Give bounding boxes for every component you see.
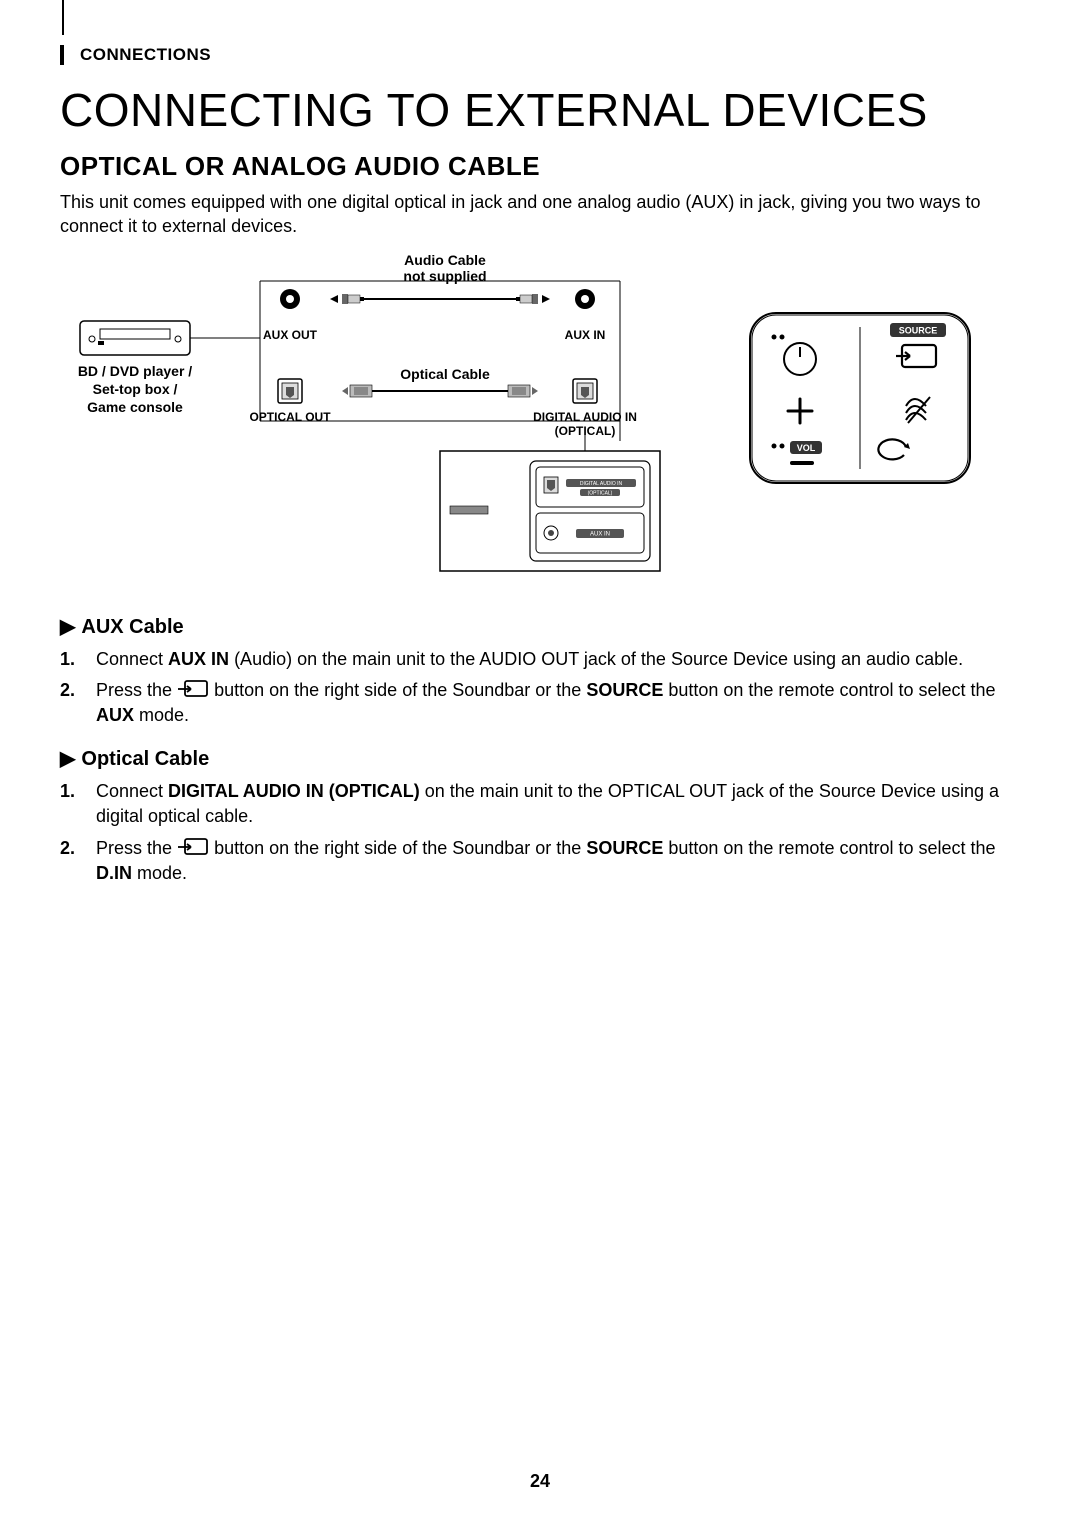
page-title: CONNECTING TO EXTERNAL DEVICES xyxy=(60,83,1020,137)
optical-steps: Connect DIGITAL AUDIO IN (OPTICAL) on th… xyxy=(60,779,1020,886)
opt-s2-bold: SOURCE xyxy=(586,838,663,858)
digital-in-label-1: DIGITAL AUDIO IN xyxy=(533,410,637,424)
source-label-l2: Set-top box / xyxy=(93,381,178,397)
aux-heading-text: AUX Cable xyxy=(81,616,183,638)
arrow-icon: ▶ xyxy=(60,748,75,770)
aux-cable-heading: ▶ AUX Cable xyxy=(60,614,1020,639)
optical-step-2: Press the button on the right side of th… xyxy=(60,836,1020,886)
aux-step-2: Press the button on the right side of th… xyxy=(60,678,1020,728)
aux-s2-bold2: AUX xyxy=(96,705,134,725)
source-label-l1: BD / DVD player / xyxy=(78,363,192,379)
opt-s2-mid: button on the right side of the Soundbar… xyxy=(214,838,586,858)
remote-source-label: SOURCE xyxy=(899,325,938,335)
audio-cable-label-1: Audio Cable xyxy=(404,252,486,268)
page-number: 24 xyxy=(0,1471,1080,1492)
aux-s2-pre: Press the xyxy=(96,680,177,700)
section-label: CONNECTIONS xyxy=(60,45,1020,65)
panel-digital-l1: DIGITAL AUDIO IN xyxy=(580,481,623,487)
optical-cable-icon xyxy=(342,385,538,397)
opt-s1-pre: Connect xyxy=(96,781,168,801)
panel-aux: AUX IN xyxy=(590,531,610,537)
source-button-icon xyxy=(177,838,209,856)
aux-s2-post: button on the remote control to select t… xyxy=(663,680,995,700)
aux-s2-mid: button on the right side of the Soundbar… xyxy=(214,680,586,700)
aux-step-1: Connect AUX IN (Audio) on the main unit … xyxy=(60,647,1020,672)
opt-s2-end: mode. xyxy=(132,863,187,883)
optical-cable-label: Optical Cable xyxy=(400,366,490,382)
connection-diagram: BD / DVD player / Set-top box / Game con… xyxy=(60,251,1020,591)
optical-heading-text: Optical Cable xyxy=(81,748,209,770)
aux-in-label: AUX IN xyxy=(565,328,606,342)
aux-s1-pre: Connect xyxy=(96,649,168,669)
optical-cable-heading: ▶ Optical Cable xyxy=(60,746,1020,771)
audio-cable-label-2: not supplied xyxy=(403,268,486,284)
aux-s1-bold: AUX IN xyxy=(168,649,229,669)
aux-steps: Connect AUX IN (Audio) on the main unit … xyxy=(60,647,1020,729)
remote-control: VOL SOURCE xyxy=(750,313,970,483)
remote-vol-label: VOL xyxy=(797,443,816,453)
subsection-title: OPTICAL OR ANALOG AUDIO CABLE xyxy=(60,151,1020,182)
opt-s2-post: button on the remote control to select t… xyxy=(663,838,995,858)
optical-out-label: OPTICAL OUT xyxy=(249,410,331,424)
panel-digital-l2: (OPTICAL) xyxy=(588,490,613,496)
arrow-icon: ▶ xyxy=(60,616,75,638)
intro-paragraph: This unit comes equipped with one digita… xyxy=(60,190,1020,239)
opt-s2-bold2: D.IN xyxy=(96,863,132,883)
opt-s1-bold: DIGITAL AUDIO IN (OPTICAL) xyxy=(168,781,420,801)
source-button-icon xyxy=(177,680,209,698)
aux-out-label: AUX OUT xyxy=(263,328,318,342)
aux-s2-end: mode. xyxy=(134,705,189,725)
audio-cable-icon xyxy=(330,294,550,304)
aux-s2-bold: SOURCE xyxy=(586,680,663,700)
top-vertical-rule xyxy=(62,0,64,35)
soundbar-back-panel: DIGITAL AUDIO IN (OPTICAL) AUX IN xyxy=(440,451,660,571)
opt-s2-pre: Press the xyxy=(96,838,177,858)
aux-s1-post: (Audio) on the main unit to the AUDIO OU… xyxy=(229,649,963,669)
source-label-l3: Game console xyxy=(87,399,183,415)
optical-step-1: Connect DIGITAL AUDIO IN (OPTICAL) on th… xyxy=(60,779,1020,829)
